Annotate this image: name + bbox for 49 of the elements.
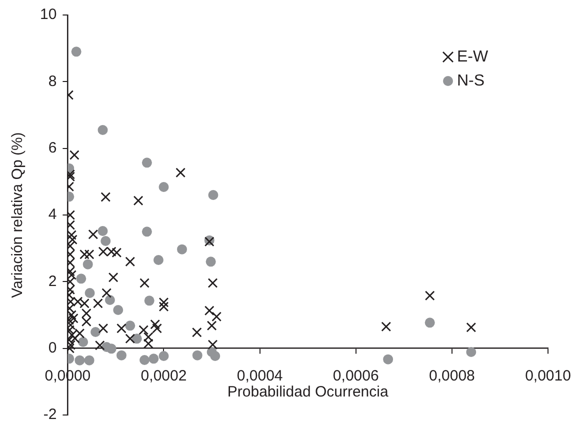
point: [383, 354, 394, 364]
y-tick-label: 0: [48, 339, 57, 356]
point: [153, 255, 164, 265]
x-tick-label: 0,0004: [236, 367, 283, 384]
y-tick-label: 10: [40, 6, 57, 24]
point: [208, 190, 218, 200]
point: [424, 318, 435, 328]
x-tick-label: 0,0002: [140, 367, 187, 384]
point: [98, 226, 108, 236]
point: [78, 337, 88, 347]
point: [100, 236, 111, 246]
point: [106, 344, 116, 354]
y-axis-title: Variación relativa Qp (%): [9, 132, 26, 298]
point: [90, 327, 101, 337]
point: [142, 158, 152, 168]
x-tick-label: 0,0010: [525, 367, 571, 384]
point: [132, 334, 142, 344]
point: [192, 350, 202, 360]
point: [76, 274, 86, 284]
y-tick-label: -2: [43, 406, 57, 424]
point: [82, 259, 93, 270]
legend-label: N-S: [457, 72, 485, 90]
point: [142, 226, 152, 237]
point: [158, 182, 169, 192]
point: [148, 354, 159, 364]
point: [84, 355, 94, 366]
point: [104, 295, 115, 305]
point: [84, 288, 95, 298]
point: [113, 305, 124, 315]
point: [206, 256, 216, 267]
y-tick-label: 8: [48, 72, 57, 90]
x-tick-label: 0,0006: [332, 367, 379, 384]
point: [466, 347, 476, 357]
point: [158, 351, 169, 361]
legend-label: E-W: [457, 48, 489, 66]
point: [177, 244, 187, 254]
point: [116, 350, 126, 360]
point: [98, 125, 108, 135]
point: [125, 320, 136, 331]
y-tick-label: 4: [48, 206, 57, 224]
point: [144, 296, 154, 306]
x-tick-label: 0,0008: [428, 367, 475, 384]
x-axis-title: Probabilidad Ocurrencia: [227, 383, 389, 400]
point: [140, 355, 150, 365]
point: [71, 46, 82, 57]
y-tick-label: 2: [48, 272, 57, 290]
point: [210, 351, 220, 361]
point: [74, 355, 85, 366]
y-tick-label: 6: [48, 139, 57, 156]
